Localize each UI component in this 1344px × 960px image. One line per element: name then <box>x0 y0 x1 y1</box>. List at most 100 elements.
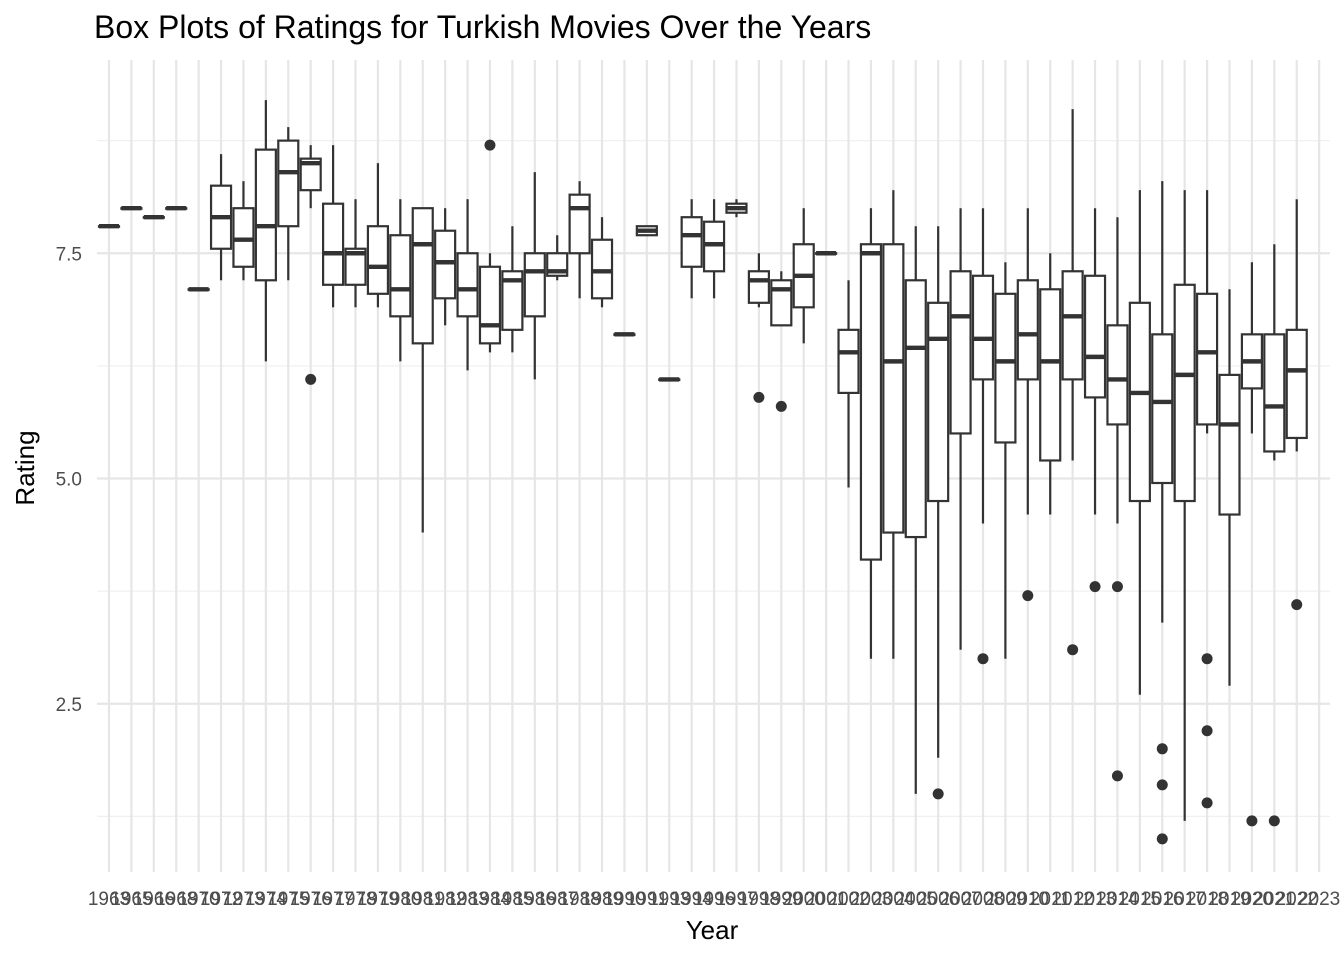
x-tick-label: 2010 <box>1007 889 1049 910</box>
x-tick-label: 2009 <box>984 889 1026 910</box>
box-body <box>1173 283 1196 503</box>
x-tick-label: 2007 <box>939 889 981 910</box>
outlier-point <box>1111 581 1123 593</box>
box-body <box>949 270 972 435</box>
box-2002 <box>837 280 860 488</box>
x-tick-label: 2000 <box>783 889 825 910</box>
outlier-point <box>1111 770 1123 782</box>
box-2004 <box>882 190 905 659</box>
chart-title: Box Plots of Ratings for Turkish Movies … <box>94 9 871 45</box>
x-tick-label: 2014 <box>1096 889 1139 910</box>
box-2005 <box>904 226 927 794</box>
box-2007 <box>949 208 972 650</box>
x-tick-label: 2016 <box>1141 889 1183 910</box>
box-1989 <box>590 217 614 308</box>
box-1978 <box>344 199 367 308</box>
box-body <box>1128 301 1151 503</box>
box-body <box>747 270 770 304</box>
box-2006 <box>927 226 950 800</box>
box-body <box>882 243 905 534</box>
box-body <box>232 207 255 268</box>
box-body <box>1195 292 1219 426</box>
box-1985 <box>501 226 524 353</box>
x-axis-ticks: 1963196519661968197019721973197419751976… <box>88 889 1340 910</box>
box-body <box>927 301 950 503</box>
box-1987 <box>546 235 569 281</box>
x-tick-label: 1986 <box>514 889 556 910</box>
box-1986 <box>523 172 546 380</box>
x-tick-label: 2020 <box>1231 889 1273 910</box>
box-1977 <box>322 145 345 308</box>
grid-lines <box>97 60 1330 872</box>
box-body <box>971 274 995 381</box>
box-body <box>702 220 726 273</box>
box-2021 <box>1263 244 1286 827</box>
box-body <box>1151 333 1174 485</box>
box-2010 <box>1016 208 1039 602</box>
box-2001 <box>815 251 838 256</box>
box-1984 <box>478 139 502 353</box>
box-1973 <box>232 181 255 281</box>
box-2019 <box>1218 289 1241 686</box>
outlier-point <box>1268 815 1280 827</box>
box-1979 <box>366 163 390 308</box>
x-tick-label: 2008 <box>962 889 1004 910</box>
x-tick-label: 1983 <box>446 889 488 910</box>
x-tick-label: 2017 <box>1164 889 1206 910</box>
x-tick-label: 1973 <box>222 889 264 910</box>
box-1983 <box>456 199 479 371</box>
box-body <box>523 252 546 318</box>
x-tick-label: 1980 <box>379 889 421 910</box>
outlier-point <box>1022 590 1034 602</box>
x-tick-label: 1997 <box>715 889 757 910</box>
box-body <box>994 292 1017 444</box>
box-1980 <box>389 199 412 362</box>
box-1970 <box>187 287 210 292</box>
x-tick-label: 1994 <box>671 889 714 910</box>
box-body <box>1039 288 1062 462</box>
y-tick-label: 7.5 <box>56 244 82 265</box>
box-body <box>1218 373 1241 516</box>
x-tick-label: 1999 <box>760 889 802 910</box>
box-body <box>568 193 591 255</box>
x-tick-label: 1977 <box>312 889 354 910</box>
x-tick-label: 1968 <box>155 889 197 910</box>
x-tick-label: 1978 <box>334 889 376 910</box>
box-body <box>680 216 703 268</box>
box-2022 <box>1285 199 1308 611</box>
box-body <box>456 252 479 318</box>
box-body <box>254 148 277 282</box>
box-2011 <box>1039 253 1062 515</box>
outlier-point <box>1156 779 1168 791</box>
box-1998 <box>747 253 770 403</box>
box-body <box>590 238 614 300</box>
box-1965 <box>120 205 143 211</box>
x-tick-label: 1965 <box>110 889 152 910</box>
outlier-point <box>1089 581 1101 593</box>
outlier-point <box>1246 815 1258 827</box>
x-tick-label: 2018 <box>1186 889 1228 910</box>
x-tick-label: 1985 <box>491 889 533 910</box>
x-tick-label: 2006 <box>917 889 959 910</box>
box-2017 <box>1173 190 1196 821</box>
box-1996 <box>702 199 726 299</box>
box-1974 <box>254 100 277 362</box>
box-2018 <box>1195 190 1219 809</box>
x-tick-label: 2021 <box>1253 889 1295 910</box>
box-1990 <box>613 332 636 337</box>
box-1976 <box>299 145 322 385</box>
outlier-point <box>1201 797 1213 809</box>
x-tick-label: 1987 <box>536 889 578 910</box>
box-1972 <box>209 154 233 281</box>
outlier-point <box>753 391 765 403</box>
x-tick-label: 2003 <box>850 889 892 910</box>
x-tick-label: 2001 <box>805 889 847 910</box>
box-body <box>366 225 390 295</box>
box-body <box>501 270 524 331</box>
box-body <box>1083 274 1107 399</box>
box-2015 <box>1128 190 1151 695</box>
x-tick-label: 1982 <box>424 889 466 910</box>
box-body <box>859 243 883 561</box>
outlier-point <box>932 788 944 800</box>
box-body <box>1106 324 1129 426</box>
